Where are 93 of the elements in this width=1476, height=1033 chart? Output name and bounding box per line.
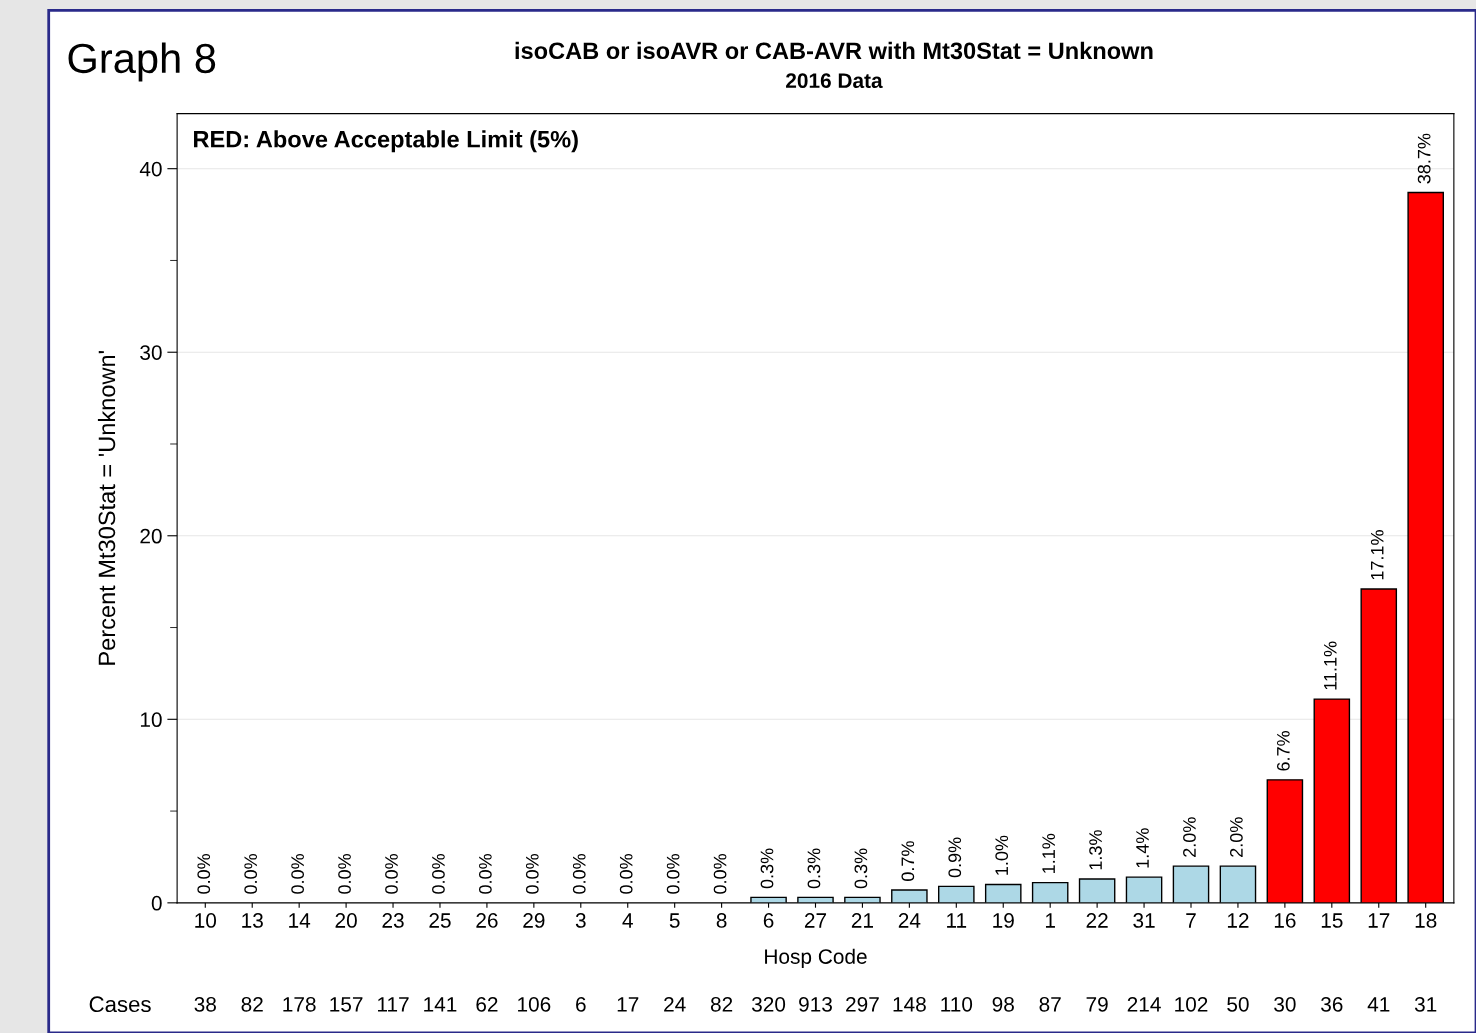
x-tick-label: 13 — [242, 913, 263, 928]
data-label: 0.3% — [854, 848, 868, 889]
y-tick-label: 40 — [139, 161, 162, 177]
data-label: 0.7% — [901, 841, 915, 881]
data-label: 0.0% — [244, 854, 258, 894]
data-label: 0.0% — [666, 854, 680, 894]
data-label: 0.0% — [713, 854, 727, 894]
x-tick-label: 3 — [575, 913, 586, 928]
text: 320 — [751, 996, 786, 1012]
data-label: 0.0% — [478, 854, 492, 894]
x-axis-title: Hosp Code — [765, 948, 867, 969]
x-tick-label: 4 — [622, 913, 633, 928]
x-tick-label: 25 — [429, 913, 451, 928]
x-tick-label: 14 — [289, 913, 311, 928]
chart-title: isoCAB or isoAVR or CAB-AVR with Mt30Stat = Unknown — [515, 41, 1153, 60]
x-tick-label: 18 — [1415, 913, 1437, 928]
text: 38 — [194, 996, 216, 1012]
y-axis-title: Percent Mt30Stat = 'Unknown' — [97, 351, 116, 665]
data-label: 0.9% — [948, 837, 962, 878]
data-label: 11.1% — [1323, 641, 1337, 690]
x-tick-label: 26 — [476, 913, 498, 928]
x-tick-label: 17 — [1368, 913, 1390, 928]
data-label: 0.3% — [807, 848, 821, 889]
text: 79 — [1086, 996, 1108, 1012]
text: 50 — [1227, 996, 1249, 1012]
text: 41 — [1367, 997, 1390, 1012]
data-label: 0.0% — [291, 854, 305, 894]
x-tick-label: 19 — [993, 913, 1014, 928]
x-tick-label: 27 — [804, 913, 827, 928]
text: 913 — [799, 996, 832, 1012]
x-tick-label: 11 — [947, 913, 967, 928]
text: 17 — [617, 997, 639, 1012]
text: 87 — [1039, 996, 1061, 1012]
text: 148 — [893, 996, 926, 1012]
text: 178 — [283, 996, 316, 1012]
text: 157 — [330, 997, 363, 1012]
data-label: 1.0% — [995, 835, 1009, 875]
x-tick-label: 29 — [523, 913, 545, 928]
data-label: 0.0% — [385, 854, 398, 894]
annotation: RED: Above Acceptable Limit (5%) — [194, 130, 578, 153]
data-label: 1.3% — [1089, 830, 1102, 870]
text: 102 — [1175, 996, 1208, 1012]
text: 110 — [941, 996, 973, 1012]
data-label: 1.1% — [1042, 833, 1055, 873]
y-tick-label: 0 — [151, 895, 162, 911]
data-label: 0.0% — [619, 854, 633, 894]
text: 82 — [241, 996, 263, 1012]
x-tick-label: 22 — [1086, 913, 1108, 928]
text: 24 — [664, 996, 686, 1012]
x-tick-label: 5 — [669, 913, 680, 928]
text: 141 — [424, 997, 457, 1012]
text: 31 — [1414, 996, 1437, 1012]
x-tick-label: 24 — [898, 913, 921, 928]
y-tick-label: 20 — [140, 528, 162, 544]
data-label: 0.0% — [525, 854, 539, 894]
x-tick-label: 16 — [1274, 913, 1296, 928]
text: 82 — [710, 996, 733, 1012]
x-tick-label: 20 — [335, 913, 357, 928]
x-tick-label: 10 — [195, 913, 217, 928]
text: 117 — [378, 997, 409, 1012]
y-tick-label: 30 — [140, 345, 162, 360]
text: 30 — [1274, 996, 1296, 1012]
text: 297 — [846, 996, 879, 1012]
x-tick-label: 31 — [1133, 913, 1155, 928]
text: 6 — [576, 996, 586, 1012]
data-label: 2.0% — [1183, 817, 1196, 857]
data-label: 2.0% — [1230, 817, 1243, 857]
text: 106 — [518, 996, 551, 1012]
y-tick-label: 10 — [140, 712, 162, 728]
x-tick-label: 21 — [851, 913, 873, 928]
text: 98 — [992, 996, 1014, 1012]
x-tick-label: 23 — [382, 913, 404, 928]
data-label: 6.7% — [1276, 731, 1290, 771]
x-tick-label: 1 — [1045, 913, 1055, 928]
text: 62 — [476, 996, 498, 1012]
data-label: 0.0% — [338, 854, 351, 894]
caption: Graph 8 — [68, 42, 216, 82]
data-label: 0.0% — [572, 854, 586, 894]
data-label: 0.0% — [197, 854, 211, 894]
data-label: 17.1% — [1370, 530, 1384, 580]
data-label: 38.7% — [1417, 133, 1431, 184]
text: 214 — [1127, 996, 1161, 1012]
x-tick-label: 12 — [1227, 913, 1249, 928]
data-label: 1.4% — [1136, 828, 1149, 868]
x-tick-label: 6 — [763, 913, 774, 928]
data-label: 0.3% — [760, 848, 774, 889]
text: Cases — [89, 996, 151, 1013]
x-tick-label: 8 — [716, 913, 727, 928]
data-label: 0.0% — [432, 854, 445, 894]
text: 36 — [1321, 996, 1343, 1012]
x-tick-label: 15 — [1321, 913, 1343, 928]
x-tick-label: 7 — [1186, 913, 1196, 928]
chart-subtitle: 2016 Data — [786, 73, 883, 89]
